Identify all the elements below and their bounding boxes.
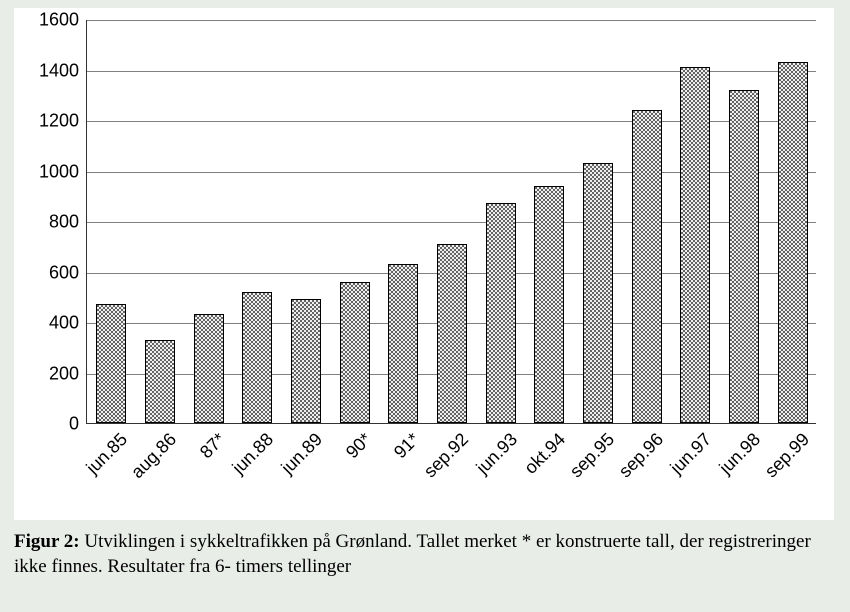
bar [680, 67, 710, 423]
ytick-label: 800 [49, 212, 79, 233]
bar [388, 264, 418, 423]
xtick-label: jun.85 [83, 429, 133, 479]
xtick-label: sep.99 [760, 429, 813, 482]
xtick-label: okt.94 [521, 429, 571, 479]
xtick-label: jun.98 [715, 429, 765, 479]
caption-label: Figur 2: [14, 531, 80, 552]
xtick-label: 90* [342, 429, 376, 463]
ytick-label: 1200 [39, 111, 79, 132]
xtick-label: jun.89 [277, 429, 327, 479]
xtick-label: jun.93 [472, 429, 522, 479]
bar [437, 244, 467, 423]
chart-frame: 0 200 400 600 800 1000 1200 1400 1600 jun.85aug.8… [14, 8, 834, 520]
xtick-label: jun.88 [229, 429, 279, 479]
ytick-label: 200 [49, 363, 79, 384]
bar [194, 314, 224, 423]
ytick-label: 1400 [39, 60, 79, 81]
bar [729, 90, 759, 423]
xtick-label: 87* [196, 429, 230, 463]
bar [96, 304, 126, 423]
xtick-label: sep.95 [566, 429, 619, 482]
xtick-label: 91* [390, 429, 424, 463]
bar [291, 299, 321, 423]
xtick-label: sep.96 [614, 429, 667, 482]
ytick-label: 1000 [39, 161, 79, 182]
xtick-label: jun.97 [667, 429, 717, 479]
ytick-label: 0 [69, 414, 79, 435]
xtick-label: sep.92 [420, 429, 473, 482]
bar [632, 110, 662, 423]
bar [242, 292, 272, 423]
ytick-label: 1600 [39, 10, 79, 31]
figure-caption: Figur 2: Utviklingen i sykkeltrafikken p… [14, 530, 834, 579]
ytick-label: 600 [49, 262, 79, 283]
bar [534, 186, 564, 423]
bar [145, 340, 175, 423]
xtick-label: aug.86 [127, 429, 181, 483]
bar [340, 282, 370, 423]
bar [778, 62, 808, 423]
ytick-label: 400 [49, 313, 79, 334]
bar [486, 203, 516, 423]
bar [583, 163, 613, 423]
gridline [87, 20, 816, 21]
caption-text: Utviklingen i sykkeltrafikken på Grønlan… [14, 531, 811, 577]
plot-area: 02004006008001000120014001600jun.85aug.8… [86, 20, 816, 424]
